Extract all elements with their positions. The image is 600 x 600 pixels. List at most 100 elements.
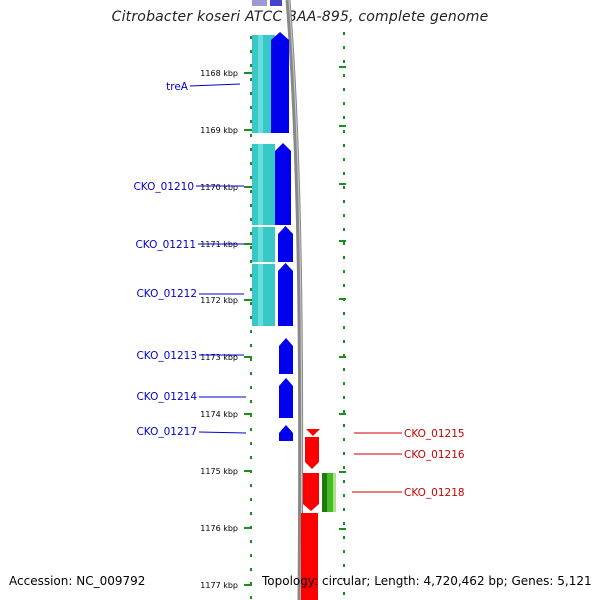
ruler-dot-1	[343, 522, 345, 525]
ruler-dot-1	[343, 480, 345, 483]
red-gene-arrow	[305, 437, 319, 469]
gene-label-cko_01213: CKO_01213	[136, 350, 197, 362]
ruler-tick-mark	[244, 186, 252, 188]
ruler-dot-0	[250, 554, 252, 557]
ruler-tick-label: 1169 kbp	[200, 126, 238, 135]
ruler-dot-0	[250, 456, 252, 459]
ruler-dot-1	[343, 396, 345, 399]
ruler-dot-0	[250, 64, 252, 67]
ruler-tick-mark	[244, 470, 252, 472]
ruler-dot-1	[343, 312, 345, 315]
ruler-dot-1	[343, 536, 345, 539]
ruler-tick-mark	[244, 413, 252, 415]
ruler-dot-1	[343, 116, 345, 119]
ruler-tick-label: 1170 kbp	[200, 183, 238, 192]
ruler-dot-0	[250, 330, 252, 333]
gene-label-cko_01211: CKO_01211	[135, 239, 196, 251]
ruler-dash	[339, 528, 346, 530]
ruler-dot-1	[343, 466, 345, 469]
map-title: Citrobacter koseri ATCC BAA-895, complet…	[111, 9, 489, 25]
ruler-tick-label: 1176 kbp	[200, 524, 238, 533]
gene-label-cko_01217: CKO_01217	[136, 426, 197, 438]
blue-gene-arrow	[278, 263, 293, 326]
ruler-dot-1	[343, 424, 345, 427]
ruler-dot-1	[343, 438, 345, 441]
ruler-dot-1	[343, 102, 345, 105]
ruler-dot-0	[250, 260, 252, 263]
backbone-highlight	[288, 0, 303, 600]
ruler-dot-1	[343, 550, 345, 553]
ruler-dot-0	[250, 246, 252, 249]
ruler-dot-1	[343, 144, 345, 147]
ruler-dot-0	[250, 568, 252, 571]
ruler-dash	[339, 125, 346, 127]
ruler-dot-1	[343, 88, 345, 91]
ruler-dot-1	[343, 158, 345, 161]
ruler-dash	[339, 413, 346, 415]
ruler-dot-1	[343, 200, 345, 203]
green-block-light	[333, 473, 336, 512]
cyan-block-shade	[258, 227, 263, 262]
ruler-dot-0	[250, 218, 252, 221]
ruler-dot-1	[343, 564, 345, 567]
cyan-block	[252, 264, 275, 326]
ruler-dot-0	[250, 190, 252, 193]
ruler-dot-0	[250, 288, 252, 291]
ruler-dot-0	[250, 148, 252, 151]
ruler-dot-0	[250, 302, 252, 305]
top-block	[270, 0, 282, 6]
ruler-dot-1	[343, 256, 345, 259]
backbone-curve	[285, 0, 304, 600]
ruler-dot-0	[250, 176, 252, 179]
ruler-dot-0	[250, 414, 252, 417]
ruler-tick-label: 1172 kbp	[200, 296, 238, 305]
top-block	[252, 0, 267, 6]
ruler-dot-0	[250, 596, 252, 599]
ruler-dot-1	[343, 326, 345, 329]
ruler-dot-1	[343, 410, 345, 413]
gene-label-leader	[198, 431, 247, 434]
ruler-dash	[339, 66, 346, 68]
ruler-dot-0	[250, 106, 252, 109]
ruler-dot-1	[343, 242, 345, 245]
ruler-dot-1	[343, 186, 345, 189]
cyan-block	[252, 144, 275, 225]
ruler-dot-0	[250, 232, 252, 235]
ruler-tick-mark	[244, 129, 252, 131]
red-gene-arrow	[301, 513, 318, 600]
ruler-tick-mark	[244, 584, 252, 586]
ruler-dot-0	[250, 372, 252, 375]
ruler-dot-0	[250, 204, 252, 207]
ruler-tick-label: 1174 kbp	[200, 410, 238, 419]
cyan-block-shade	[258, 264, 263, 326]
gene-label-cko_01210: CKO_01210	[133, 181, 194, 193]
ruler-dot-1	[343, 354, 345, 357]
ruler-dot-1	[343, 74, 345, 77]
ruler-dot-0	[250, 498, 252, 501]
ruler-dash	[339, 356, 346, 358]
ruler-tick-mark	[244, 527, 252, 529]
ruler-dot-1	[343, 340, 345, 343]
gene-label-cko_01212: CKO_01212	[136, 288, 197, 300]
blue-gene-arrow	[279, 425, 293, 441]
ruler-dot-0	[250, 344, 252, 347]
gene-label-cko_01218: CKO_01218	[404, 487, 465, 499]
ruler-dot-1	[343, 452, 345, 455]
ruler-dot-1	[343, 214, 345, 217]
ruler-dash	[339, 298, 346, 300]
ruler-dot-0	[250, 512, 252, 515]
ruler-dot-1	[343, 172, 345, 175]
blue-gene-arrow	[271, 32, 289, 133]
ruler-dot-0	[250, 162, 252, 165]
ruler-dot-0	[250, 50, 252, 53]
red-gene-arrow	[306, 429, 320, 436]
ruler-dot-0	[250, 428, 252, 431]
ruler-dot-1	[343, 60, 345, 63]
ruler-dot-0	[250, 78, 252, 81]
ruler-dot-0	[250, 484, 252, 487]
ruler-dash	[339, 471, 346, 473]
ruler-dot-0	[250, 36, 252, 39]
blue-gene-arrow	[279, 338, 293, 374]
